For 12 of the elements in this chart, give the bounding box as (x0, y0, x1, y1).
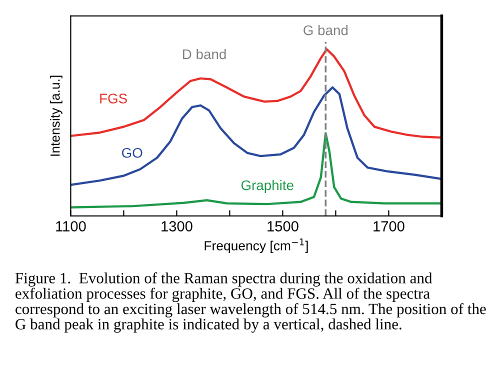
ref-line-label: G band (304, 24, 348, 36)
series-label: GO (122, 148, 142, 158)
series-label: FGS (100, 94, 127, 104)
annotation: D band (183, 48, 226, 60)
x-tick-label: 1700 (374, 221, 404, 232)
series-label: Graphite (241, 180, 294, 193)
x-tick-label: 1100 (56, 221, 86, 232)
x-tick-label: 1300 (162, 221, 192, 232)
x-tick-label: 1500 (268, 221, 298, 232)
y-axis-title: Intensity [a.u.] (50, 76, 62, 156)
x-axis-title: Frequency [cm$^{−1}$] (204, 238, 308, 254)
caption: Figure 1. Evolution of the Raman spectra during the oxidation and exfoliation processes for graphite, GO, and FGS. All of the spectra correspond to an exciting laser wavelength of 514.5 nm. The position of the G band peak in graphite is indicated by a vertical, dashed line. (15, 272, 486, 333)
